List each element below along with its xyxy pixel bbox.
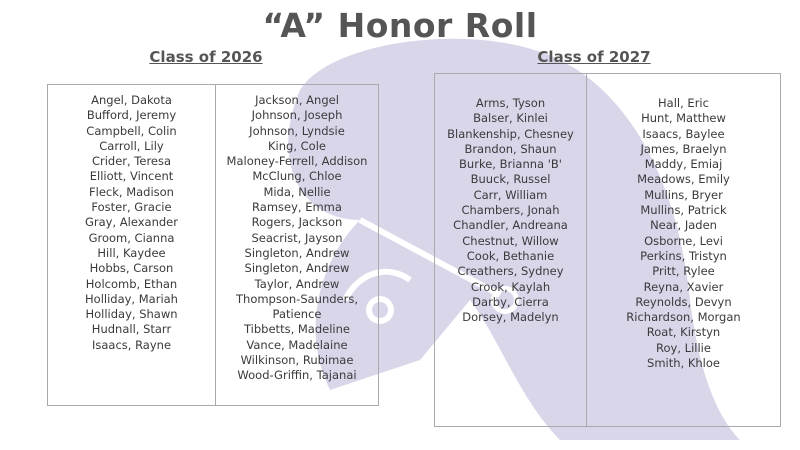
student-name: Smith, Khloe bbox=[647, 356, 720, 371]
student-name: Rogers, Jackson bbox=[251, 215, 343, 230]
student-name: Mullins, Bryer bbox=[644, 187, 723, 202]
student-name: Tibbetts, Madeline bbox=[244, 322, 350, 337]
class-2026-column-2: Jackson, Angel Johnson, Joseph Johnson, Ly… bbox=[215, 85, 378, 405]
student-name: Fleck, Madison bbox=[89, 184, 174, 199]
student-name: Dorsey, Madelyn bbox=[462, 310, 559, 325]
student-name: Jackson, Angel bbox=[255, 93, 339, 107]
student-name: Pritt, Rylee bbox=[652, 264, 715, 279]
student-name: Chandler, Andreana bbox=[453, 218, 568, 233]
student-name: Seacrist, Jayson bbox=[251, 230, 343, 245]
student-name: Holcomb, Ethan bbox=[85, 276, 178, 291]
student-name: Arms, Tyson bbox=[475, 96, 546, 110]
student-name: Darby, Cierra bbox=[472, 294, 549, 309]
student-name: Mida, Nellie bbox=[263, 184, 331, 199]
class-2027-column-2: Hall, Eric Hunt, Matthew Isaacs, Baylee Jam… bbox=[586, 74, 780, 426]
student-name: Singleton, Andrew bbox=[244, 245, 350, 260]
page-title: “A” Honor Roll bbox=[262, 6, 538, 45]
student-name: Meadows, Emily bbox=[637, 172, 730, 187]
student-name: Roy, Lillie bbox=[656, 340, 711, 355]
student-name: Elliott, Vincent bbox=[89, 169, 174, 184]
student-name: Taylor, Andrew bbox=[254, 276, 340, 291]
class-2026-heading: Class of 2026 bbox=[149, 48, 263, 66]
student-name: Ramsey, Emma bbox=[252, 200, 342, 215]
class-2027-heading: Class of 2027 bbox=[537, 48, 651, 66]
student-name: McClung, Chloe bbox=[252, 169, 342, 184]
student-name: Creathers, Sydney bbox=[457, 264, 564, 279]
student-name: Bufford, Jeremy bbox=[86, 108, 177, 123]
student-name: Osborne, Levi bbox=[644, 233, 723, 248]
student-name: Hobbs, Carson bbox=[89, 261, 174, 276]
student-name: Perkins, Tristyn bbox=[640, 248, 727, 263]
student-name: Maloney-Ferrell, Addison bbox=[226, 154, 368, 169]
student-name: Angel, Dakota bbox=[91, 93, 172, 107]
student-name: Balser, Kinlei bbox=[473, 111, 548, 126]
student-name: King, Cole bbox=[268, 138, 326, 153]
student-name: Richardson, Morgan bbox=[626, 310, 741, 325]
student-name: Holliday, Mariah bbox=[85, 291, 178, 306]
student-name: Reyna, Xavier bbox=[643, 279, 724, 294]
student-name: Crider, Teresa bbox=[91, 154, 172, 169]
student-name: Campbell, Colin bbox=[86, 123, 177, 138]
student-name: Hudnall, Starr bbox=[91, 322, 172, 337]
student-name: Johnson, Joseph bbox=[251, 108, 343, 123]
student-name: Brandon, Shaun bbox=[464, 141, 557, 156]
student-name: Roat, Kirstyn bbox=[646, 325, 721, 340]
student-name: Reynolds, Devyn bbox=[635, 294, 732, 309]
student-name: Thompson-Saunders, bbox=[236, 291, 358, 306]
student-name: Blankenship, Chesney bbox=[447, 126, 574, 141]
student-name: Patience bbox=[272, 307, 322, 322]
student-name: Carr, William bbox=[473, 187, 548, 202]
class-2026-column-1: Angel, Dakota Bufford, Jeremy Campbell, Co… bbox=[48, 85, 215, 405]
class-2026-table: Angel, Dakota Bufford, Jeremy Campbell, Co… bbox=[47, 84, 379, 406]
class-2027-table: Arms, Tyson Balser, Kinlei Blankenship, Ch… bbox=[434, 73, 781, 427]
student-name: Mullins, Patrick bbox=[640, 203, 727, 218]
student-name: Maddy, Emiaj bbox=[644, 157, 723, 172]
student-name: Hall, Eric bbox=[658, 96, 709, 110]
student-name: Chestnut, Willow bbox=[462, 233, 559, 248]
student-name: Wood-Griffin, Tajanai bbox=[237, 368, 357, 383]
class-2027-column-1: Arms, Tyson Balser, Kinlei Blankenship, Ch… bbox=[435, 74, 586, 426]
student-name: Carroll, Lily bbox=[99, 138, 164, 153]
student-name: Crook, Kaylah bbox=[470, 279, 551, 294]
student-name: Foster, Gracie bbox=[91, 200, 172, 215]
student-name: Chambers, Jonah bbox=[461, 203, 560, 218]
student-name: Johnson, Lyndsie bbox=[249, 123, 345, 138]
student-name: Singleton, Andrew bbox=[244, 261, 350, 276]
student-name: Buuck, Russel bbox=[470, 172, 551, 187]
student-name: Wilkinson, Rubimae bbox=[240, 353, 354, 368]
student-name: James, Braelyn bbox=[640, 141, 727, 156]
student-name: Holliday, Shawn bbox=[85, 307, 178, 322]
student-name: Isaacs, Baylee bbox=[642, 126, 725, 141]
student-name: Hunt, Matthew bbox=[641, 111, 726, 126]
student-name: Burke, Brianna 'B' bbox=[459, 157, 562, 172]
student-name: Near, Jaden bbox=[650, 218, 717, 233]
student-name: Cook, Bethanie bbox=[466, 248, 555, 263]
student-name: Hill, Kaydee bbox=[97, 245, 166, 260]
student-name: Vance, Madelaine bbox=[246, 337, 348, 352]
student-name: Isaacs, Rayne bbox=[91, 337, 172, 352]
student-name: Gray, Alexander bbox=[85, 215, 178, 230]
student-name: Groom, Cianna bbox=[88, 230, 175, 245]
